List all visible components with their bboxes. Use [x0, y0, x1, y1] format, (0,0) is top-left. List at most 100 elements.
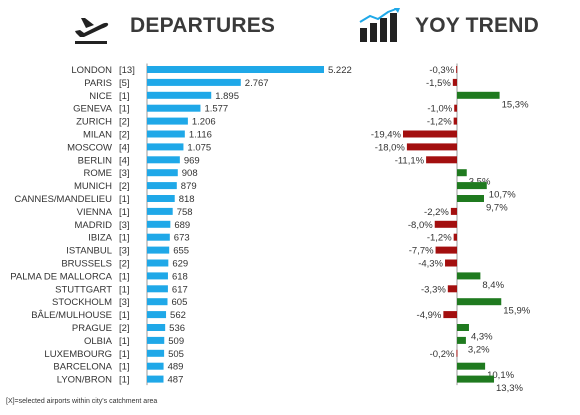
departures-value-label: 673: [174, 233, 190, 244]
yoy-value-label: -4,3%: [418, 259, 443, 270]
departures-bar: [147, 66, 324, 73]
yoy-bar: [454, 104, 457, 112]
airport-count-label: [3]: [119, 246, 130, 257]
airport-count-label: [3]: [119, 220, 130, 231]
departures-value-label: 2.767: [245, 78, 269, 89]
yoy-value-label: -7,7%: [409, 246, 434, 257]
yoy-bar: [450, 207, 457, 215]
footnote: [X]=selected airports within city's catc…: [6, 398, 158, 405]
yoy-value-label: -19,4%: [371, 130, 402, 141]
city-label: PALMA DE MALLORCA: [10, 271, 112, 282]
yoy-bar: [435, 246, 457, 254]
departures-value-label: 758: [177, 207, 193, 218]
departures-bar: [147, 195, 175, 202]
airport-count-label: [3]: [119, 168, 130, 179]
departures-value-label: 655: [173, 246, 189, 257]
yoy-value-label: -8,0%: [408, 220, 433, 231]
yoy-value-label: -18,0%: [375, 142, 406, 153]
departures-bar: [147, 104, 201, 112]
departures-value-label: 1.116: [189, 130, 212, 141]
yoy-bar: [457, 91, 500, 99]
airport-count-label: [1]: [119, 375, 130, 386]
departures-bar: [147, 117, 188, 125]
airport-count-label: [1]: [119, 349, 130, 360]
yoy-value-label: -1,0%: [427, 104, 452, 115]
departures-bar: [147, 285, 168, 293]
yoy-bar: [443, 311, 457, 319]
airport-count-label: [4]: [119, 155, 130, 166]
yoy-bar: [445, 259, 457, 267]
bar-chart-trend-icon: [359, 8, 400, 42]
airport-count-label: [2]: [119, 323, 130, 334]
yoy-value-label: -4,9%: [417, 310, 442, 321]
city-label: LYON/BRON: [57, 375, 112, 386]
departures-value-label: 605: [172, 297, 188, 308]
airport-count-label: [1]: [119, 194, 130, 205]
departures-bar: [147, 233, 170, 241]
city-label: MILAN: [83, 130, 112, 141]
city-label: GENEVA: [73, 104, 113, 115]
yoy-bar: [453, 117, 457, 125]
yoy-value-label: -1,2%: [427, 117, 452, 128]
airplane-takeoff-icon: [75, 18, 109, 44]
departures-title: DEPARTURES: [130, 14, 276, 37]
yoy-value-label: -2,2%: [424, 207, 449, 218]
departures-bar: [147, 207, 173, 215]
departures-value-label: 879: [181, 181, 197, 192]
yoy-value-label: 13,3%: [496, 383, 523, 394]
departures-bar: [147, 259, 169, 267]
departures-bar: [147, 298, 168, 306]
yoy-trend-title: YOY TREND: [415, 14, 539, 37]
city-label: MOSCOW: [67, 142, 112, 153]
airport-count-label: [3]: [119, 297, 130, 308]
departures-bar: [147, 182, 177, 190]
yoy-bar: [434, 220, 457, 228]
airport-count-label: [1]: [119, 271, 130, 282]
airport-count-label: [1]: [119, 233, 130, 244]
yoy-bar: [457, 375, 495, 383]
airport-count-label: [1]: [119, 336, 130, 347]
yoy-value-label: -3,3%: [421, 284, 446, 295]
yoy-bar: [456, 66, 458, 73]
departures-bar: [147, 362, 164, 370]
yoy-bar: [457, 298, 502, 306]
airport-count-label: [2]: [119, 117, 130, 128]
city-label: BERLIN: [78, 155, 112, 166]
departures-value-label: 5.222: [328, 65, 352, 76]
city-label: BARCELONA: [53, 362, 112, 373]
airport-count-label: [1]: [119, 310, 130, 321]
yoy-bar: [457, 182, 487, 190]
departures-value-label: 618: [172, 271, 188, 282]
yoy-bar: [447, 285, 457, 293]
departures-bar: [147, 220, 171, 228]
yoy-bar: [457, 272, 481, 280]
yoy-value-label: 4,3%: [471, 332, 493, 343]
yoy-value-label: 15,9%: [503, 306, 530, 317]
departures-bar: [147, 130, 185, 138]
departures-bar: [147, 156, 180, 164]
airport-count-label: [13]: [119, 65, 135, 76]
airport-count-label: [1]: [119, 104, 130, 115]
yoy-bar: [453, 233, 457, 241]
departures-value-label: 489: [168, 362, 184, 373]
yoy-bar: [457, 195, 484, 202]
airport-count-label: [1]: [119, 362, 130, 373]
yoy-bar: [456, 349, 458, 357]
departures-value-label: 969: [184, 155, 200, 166]
airport-count-label: [1]: [119, 284, 130, 295]
departures-value-label: 689: [174, 220, 190, 231]
city-label: IBIZA: [88, 233, 112, 244]
departures-bar: [147, 91, 212, 99]
city-label: STOCKHOLM: [52, 297, 112, 308]
departures-bar: [147, 272, 168, 280]
airport-count-label: [1]: [119, 91, 130, 102]
yoy-bar: [426, 156, 457, 164]
city-label: PARIS: [84, 78, 112, 89]
departures-value-label: 617: [172, 284, 188, 295]
city-label: NICE: [89, 91, 112, 102]
yoy-bar: [457, 336, 466, 344]
yoy-value-label: -0,2%: [430, 349, 455, 360]
yoy-bar: [403, 130, 457, 138]
departures-bar: [147, 349, 165, 357]
